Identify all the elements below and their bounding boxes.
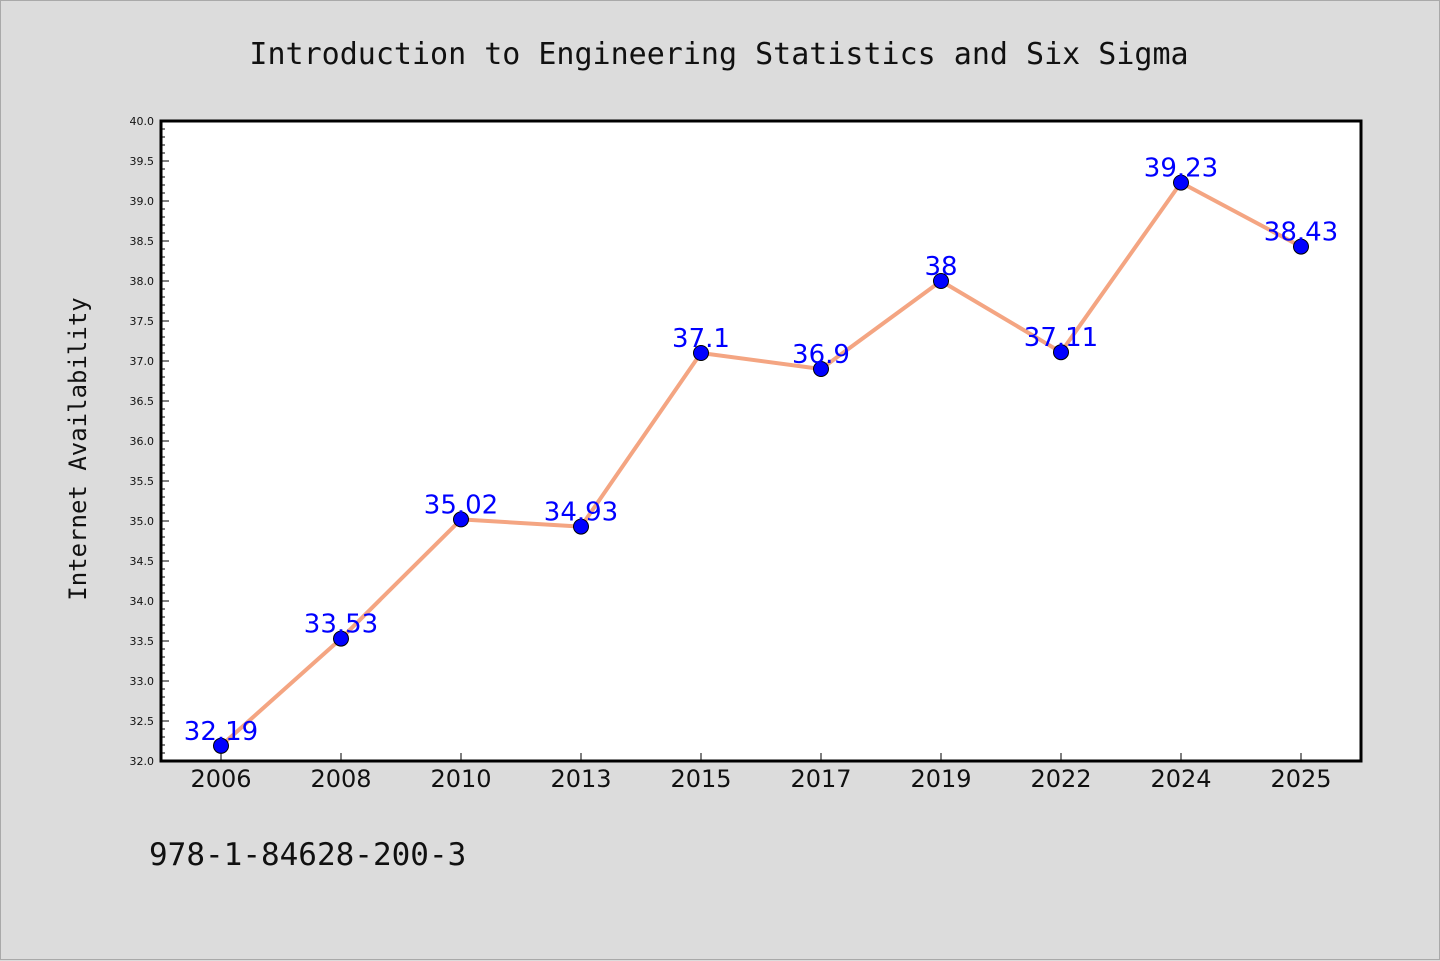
data-point-marker bbox=[933, 273, 949, 289]
data-label-layer: 32.19 33.53 35.02 34.93 37.1 36.9 38 37.11 39.23… bbox=[184, 154, 1338, 747]
isbn-footer: 978-1-84628-200-3 bbox=[149, 837, 466, 873]
y-tick-label: 40.0 bbox=[130, 115, 155, 128]
data-label: 33.53 bbox=[304, 610, 378, 640]
y-tick-label: 34.5 bbox=[130, 555, 155, 568]
data-point-marker bbox=[1173, 174, 1189, 191]
y-axis: 32.0 32.5 33.0 33.5 34.0 34.5 35.0 35.5 36.0 36.5… bbox=[130, 115, 169, 768]
x-tick-label: 2010 bbox=[430, 765, 491, 793]
y-tick-label: 38.0 bbox=[130, 275, 155, 288]
x-axis: 2006 2008 2010 2013 2015 2017 2019 2022 2024 2025 bbox=[190, 753, 1332, 793]
x-tick-label: 2024 bbox=[1150, 765, 1211, 793]
data-point-marker bbox=[1053, 344, 1069, 361]
x-tick-label: 2019 bbox=[910, 765, 971, 793]
data-point-marker bbox=[453, 511, 469, 528]
data-label: 38.43 bbox=[1264, 218, 1338, 248]
x-tick-label: 2006 bbox=[190, 765, 251, 793]
y-tick-label: 34.0 bbox=[130, 595, 155, 608]
data-label: 38 bbox=[924, 252, 957, 282]
data-point-marker bbox=[573, 518, 589, 535]
data-label: 32.19 bbox=[184, 717, 258, 747]
data-point-marker bbox=[213, 737, 229, 754]
data-label: 36.9 bbox=[792, 340, 850, 370]
x-tick-label: 2017 bbox=[790, 765, 851, 793]
y-axis-label: Internet Availability bbox=[64, 297, 92, 600]
y-tick-label: 32.0 bbox=[130, 755, 155, 768]
plot-area bbox=[159, 119, 1363, 763]
data-point-marker bbox=[693, 345, 709, 361]
x-tick-label: 2008 bbox=[310, 765, 371, 793]
x-tick-label: 2022 bbox=[1030, 765, 1091, 793]
x-tick-label: 2013 bbox=[550, 765, 611, 793]
x-tick-label: 2025 bbox=[1270, 765, 1331, 793]
y-tick-label: 33.5 bbox=[130, 635, 155, 648]
y-tick-label: 33.0 bbox=[130, 675, 155, 688]
y-tick-label: 36.0 bbox=[130, 435, 155, 448]
data-point-marker bbox=[813, 361, 829, 377]
data-point-marker bbox=[333, 630, 349, 647]
series-line bbox=[219, 180, 1303, 748]
series-layer bbox=[213, 174, 1309, 754]
data-label: 37.11 bbox=[1024, 323, 1098, 353]
chart-title: Introduction to Engineering Statistics a… bbox=[249, 37, 1188, 72]
y-tick-label: 38.5 bbox=[130, 235, 155, 248]
y-tick-label: 39.5 bbox=[130, 155, 155, 168]
data-label: 39.23 bbox=[1144, 154, 1218, 184]
y-tick-label: 32.5 bbox=[130, 715, 155, 728]
y-tick-label: 35.5 bbox=[130, 475, 155, 488]
y-tick-label: 39.0 bbox=[130, 195, 155, 208]
y-tick-label: 37.0 bbox=[130, 355, 155, 368]
y-tick-label: 35.0 bbox=[130, 515, 155, 528]
y-tick-label: 37.5 bbox=[130, 315, 155, 328]
data-label: 37.1 bbox=[672, 324, 730, 354]
data-label: 34.93 bbox=[544, 498, 618, 528]
data-point-marker bbox=[1293, 238, 1309, 255]
y-tick-label: 36.5 bbox=[130, 395, 155, 408]
x-tick-label: 2015 bbox=[670, 765, 731, 793]
data-label: 35.02 bbox=[424, 490, 498, 520]
